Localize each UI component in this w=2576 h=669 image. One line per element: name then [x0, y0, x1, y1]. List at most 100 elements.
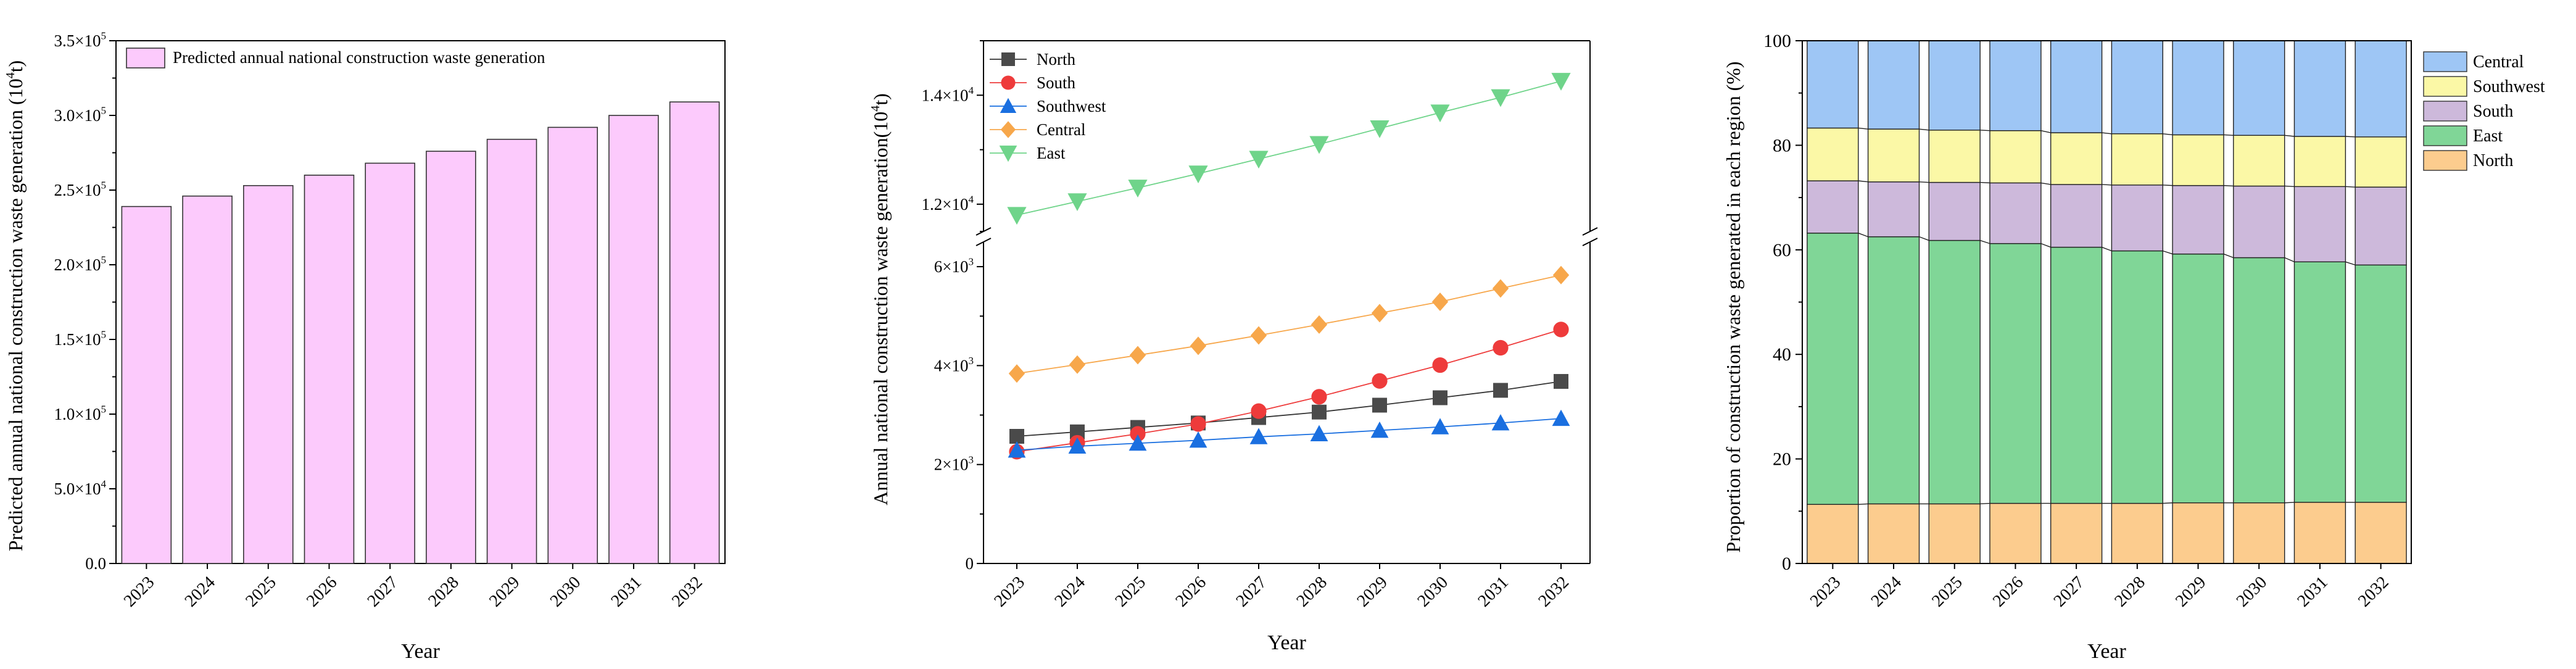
chart3-connector	[2102, 246, 2112, 252]
chart1-ytick-label: 3.5×105	[54, 30, 106, 50]
chart2-line-south	[1016, 329, 1562, 452]
chart1-xtick-label-2023: 2023	[120, 573, 159, 611]
chart3-x-axis-label: Year	[2087, 640, 2126, 663]
chart3-connector	[2345, 186, 2356, 188]
chart2-point-southwest	[1431, 418, 1449, 434]
chart3-connector	[2284, 502, 2295, 504]
chart3-xtick-label-2028: 2028	[2111, 573, 2149, 611]
chart3-xtick-label-2025: 2025	[1928, 573, 1966, 611]
chart2-point-north	[1433, 390, 1447, 405]
chart2-legend-marker-east	[999, 145, 1017, 162]
chart3-legend-label-east: East	[2473, 127, 2503, 146]
chart3-segment-north-2023	[1807, 504, 1859, 564]
chart1-bar-2026	[304, 174, 355, 564]
chart3-segment-east-2029	[2172, 253, 2224, 504]
chart3-segment-southwest-2024	[1867, 128, 1920, 183]
chart2-legend-label-north: North	[1037, 50, 1075, 69]
chart3-segment-central-2029	[2172, 40, 2224, 136]
chart3-segment-east-2031	[2293, 261, 2346, 503]
chart2-legend-label-east: East	[1037, 144, 1066, 162]
chart1-bar-2032	[669, 101, 720, 564]
chart2-xtick-label-2026: 2026	[1172, 573, 1210, 611]
chart2-xtick-label-2025: 2025	[1111, 573, 1149, 611]
chart3-segment-central-2030	[2233, 40, 2285, 136]
chart3-segment-north-2030	[2233, 502, 2285, 564]
chart3-connector	[2040, 243, 2051, 248]
chart3-ytick-label: 100	[1763, 31, 1791, 51]
chart3-connector	[2040, 130, 2051, 133]
chart2-line-central	[1016, 274, 1562, 375]
chart2-point-south	[1372, 373, 1388, 389]
chart1-xtick-label-2027: 2027	[364, 573, 402, 611]
chart3-segment-southwest-2026	[1989, 130, 2042, 184]
chart3-segment-east-2026	[1989, 243, 2042, 504]
chart1-ytick-label: 0.0	[85, 554, 106, 573]
chart2-point-southwest	[1068, 437, 1087, 454]
chart1-bar-2025	[242, 185, 294, 564]
chart2-point-east	[1309, 136, 1329, 154]
chart3-segment-central-2032	[2354, 40, 2407, 138]
chart2-point-southwest	[1370, 421, 1389, 438]
chart2-point-east	[1430, 104, 1450, 123]
chart1-xtick-label-2030: 2030	[547, 573, 585, 611]
chart2-point-southwest	[1552, 409, 1570, 426]
chart3-ytick-label: 40	[1773, 344, 1791, 365]
chart3-segment-east-2024	[1867, 236, 1920, 505]
chart2-point-north	[1312, 404, 1327, 420]
chart2-legend-label-southwest: Southwest	[1037, 97, 1106, 115]
chart3-segment-south-2027	[2050, 184, 2103, 248]
chart1-xtick-label-2024: 2024	[181, 573, 219, 611]
chart3-connector	[2284, 135, 2295, 137]
chart3-connector	[2040, 182, 2051, 185]
chart1-bar-2023	[121, 206, 172, 564]
chart3-segment-southwest-2030	[2233, 135, 2285, 187]
chart3-legend-swatch-south	[2423, 101, 2467, 122]
chart2-x-axis-label: Year	[1267, 631, 1306, 654]
chart1-bar-2031	[608, 115, 659, 564]
chart3-connector	[1858, 233, 1868, 238]
chart2-point-central	[1069, 355, 1086, 374]
chart3-xtick-label-2032: 2032	[2354, 573, 2393, 611]
chart3-segment-north-2026	[1989, 502, 2042, 564]
chart1-xtick-label-2032: 2032	[668, 573, 706, 611]
chart3-segment-south-2028	[2111, 185, 2164, 252]
chart3-segment-east-2023	[1807, 232, 1859, 505]
chart2-point-southwest	[1249, 428, 1268, 444]
chart2-line-north	[1016, 381, 1562, 437]
chart2-point-central	[1492, 279, 1509, 298]
chart1-ytick-label: 1.5×105	[54, 329, 106, 349]
chart2-line-east	[1016, 80, 1562, 216]
chart2-xtick-label-2023: 2023	[990, 573, 1029, 611]
chart2-legend-marker-southwest	[1000, 98, 1017, 113]
chart2-point-central	[1190, 336, 1207, 355]
chart3-segment-north-2024	[1867, 503, 1920, 564]
chart2-point-south	[1190, 416, 1206, 432]
chart2-point-south	[1311, 389, 1327, 405]
chart3-segment-north-2031	[2293, 502, 2346, 564]
chart2-point-south	[1251, 403, 1267, 419]
chart2-point-east	[1249, 151, 1269, 169]
chart2-point-central	[1552, 265, 1570, 285]
chart2-legend-label-south: South	[1037, 73, 1076, 92]
chart2-xtick-label-2029: 2029	[1353, 573, 1391, 611]
chart3-segment-east-2027	[2050, 246, 2103, 504]
chart2-point-central	[1311, 315, 1328, 334]
chart3-segment-southwest-2031	[2293, 136, 2346, 188]
chart3-segment-east-2025	[1928, 239, 1981, 505]
chart2-legend-marker-north	[1001, 52, 1015, 66]
chart1-bar-2024	[182, 195, 233, 564]
chart2-point-east	[1007, 207, 1027, 225]
chart3-connector	[2163, 133, 2173, 136]
chart2-point-east	[1067, 193, 1087, 212]
chart3-segment-central-2026	[1989, 40, 2042, 131]
chart1-ytick-label: 2.0×105	[54, 254, 106, 274]
chart3-segment-central-2031	[2293, 40, 2346, 137]
chart1-ytick-label: 2.5×105	[54, 180, 106, 199]
chart3-connector	[1919, 181, 1929, 183]
chart3-segment-south-2025	[1928, 181, 1981, 241]
chart3-segment-southwest-2028	[2111, 133, 2164, 186]
chart1-xtick-label-2026: 2026	[303, 573, 341, 611]
chart3-segment-south-2029	[2172, 185, 2224, 255]
chart2-xtick-label-2030: 2030	[1414, 573, 1452, 611]
